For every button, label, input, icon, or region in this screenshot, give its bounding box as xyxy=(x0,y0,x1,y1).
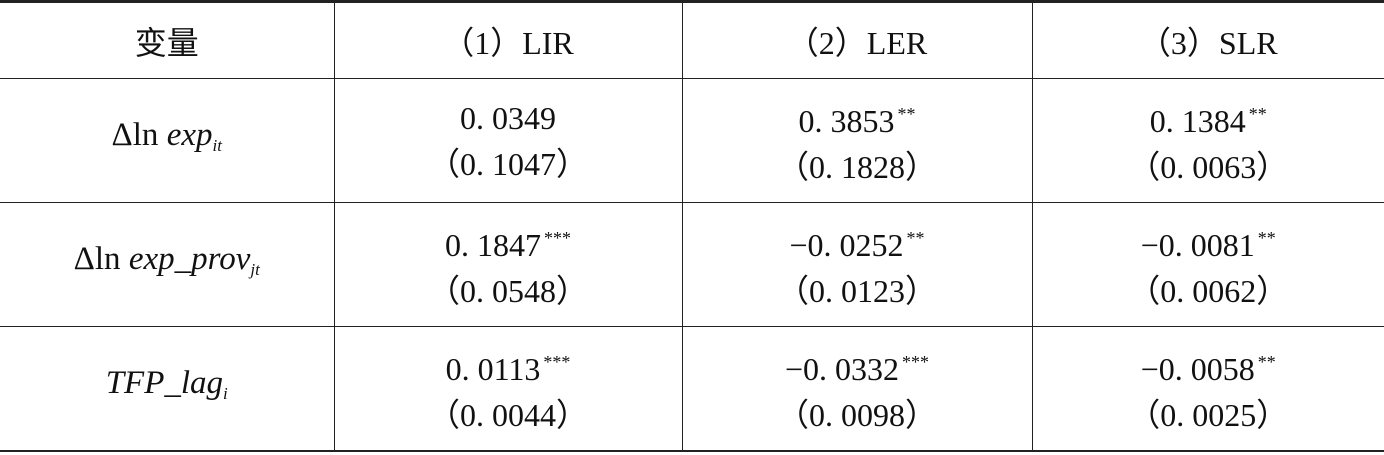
value-cell: −0. 0058 ** （0. 0025） xyxy=(1031,326,1384,451)
coefficient: 0. 0113 xyxy=(445,351,541,387)
standard-error-line: （0. 1047） xyxy=(335,141,682,187)
standard-error-line: （0. 0123） xyxy=(683,268,1032,314)
coefficient: 0. 1847 xyxy=(445,227,541,263)
coefficient-line: −0. 0252 ** xyxy=(683,215,1032,268)
standard-error-line: （0. 1828） xyxy=(683,144,1032,190)
value-cell: −0. 0332 *** （0. 0098） xyxy=(681,326,1032,451)
variable-subscript: it xyxy=(212,136,222,155)
variable-subscript: i xyxy=(223,384,228,403)
coefficient: −0. 0081 xyxy=(1140,227,1255,263)
header-cell: 变量 xyxy=(0,1,334,79)
value-cell: 0. 0349 （0. 1047） xyxy=(333,78,682,203)
standard-error-line: （0. 0062） xyxy=(1033,268,1384,314)
standard-error: （0. 0063） xyxy=(1128,149,1289,185)
coefficient-line: 0. 1847 *** xyxy=(335,215,682,268)
standard-error: （0. 0548） xyxy=(427,273,588,309)
coefficient: −0. 0058 xyxy=(1140,351,1255,387)
variable-name: TFP_lag xyxy=(105,365,224,401)
standard-error-line: （0. 0098） xyxy=(683,392,1032,438)
significance-stars: ** xyxy=(906,228,925,248)
variable-cell: Δln exp_provjt xyxy=(0,202,334,327)
coefficient: 0. 3853 xyxy=(798,103,895,139)
header-cell: （3）SLR xyxy=(1031,1,1384,79)
coefficient-line: 0. 1384 ** xyxy=(1033,91,1384,144)
table-row: Δln exp_provjt 0. 1847 *** （0. 0548） −0. 025… xyxy=(0,202,1384,327)
coefficient-line: 0. 0349 xyxy=(335,95,682,141)
value-cell: 0. 1384 ** （0. 0063） xyxy=(1031,78,1384,203)
variable-name: exp_prov xyxy=(128,241,251,277)
coefficient-line: −0. 0332 *** xyxy=(683,339,1032,392)
header-cell: （2）LER xyxy=(681,1,1032,79)
significance-stars: ** xyxy=(897,104,916,124)
standard-error-line: （0. 0063） xyxy=(1033,144,1384,190)
standard-error-line: （0. 0025） xyxy=(1033,392,1384,438)
standard-error: （0. 0123） xyxy=(776,273,937,309)
table-row: TFP_lagi 0. 0113 *** （0. 0044） −0. 0332 *** （0… xyxy=(0,326,1384,452)
value-cell: −0. 0081 ** （0. 0062） xyxy=(1031,202,1384,327)
value-cell: 0. 0113 *** （0. 0044） xyxy=(333,326,682,451)
coefficient-line: −0. 0058 ** xyxy=(1033,339,1384,392)
standard-error: （0. 0062） xyxy=(1128,273,1289,309)
coefficient: 0. 1384 xyxy=(1149,103,1246,139)
table-body: Δln expit 0. 0349 （0. 1047） 0. 3853 ** （0. 18… xyxy=(0,78,1384,452)
coefficient-line: 0. 3853 ** xyxy=(683,91,1032,144)
standard-error-line: （0. 0548） xyxy=(335,268,682,314)
significance-stars: *** xyxy=(543,352,571,372)
significance-stars: *** xyxy=(902,352,930,372)
value-cell: −0. 0252 ** （0. 0123） xyxy=(681,202,1032,327)
value-cell: 0. 1847 *** （0. 0548） xyxy=(333,202,682,327)
variable-subscript: jt xyxy=(250,260,260,279)
variable-cell: Δln expit xyxy=(0,78,334,203)
significance-stars: ** xyxy=(1257,228,1276,248)
variable-prefix: Δln xyxy=(111,117,167,153)
coefficient: −0. 0332 xyxy=(784,351,900,387)
significance-stars: ** xyxy=(1257,352,1276,372)
standard-error: （0. 1047） xyxy=(427,145,588,182)
significance-stars: ** xyxy=(1248,104,1267,124)
standard-error: （0. 0025） xyxy=(1128,397,1289,433)
standard-error: （0. 1828） xyxy=(776,149,937,185)
standard-error: （0. 0098） xyxy=(776,397,937,433)
standard-error-line: （0. 0044） xyxy=(335,392,682,438)
coefficient-line: −0. 0081 ** xyxy=(1033,215,1384,268)
variable-cell: TFP_lagi xyxy=(0,327,334,452)
coefficient-line: 0. 0113 *** xyxy=(335,339,682,392)
significance-stars: *** xyxy=(544,228,571,248)
header-row: 变量 （1）LIR （2）LER （3）SLR xyxy=(0,1,1384,79)
table-row: Δln expit 0. 0349 （0. 1047） 0. 3853 ** （0. 18… xyxy=(0,78,1384,203)
standard-error: （0. 0044） xyxy=(427,397,588,433)
coefficient: −0. 0252 xyxy=(789,227,904,263)
coefficient: 0. 0349 xyxy=(460,99,556,136)
value-cell: 0. 3853 ** （0. 1828） xyxy=(681,78,1032,203)
variable-prefix: Δln xyxy=(73,241,129,277)
header-cell: （1）LIR xyxy=(333,1,682,79)
variable-name: exp xyxy=(166,117,213,153)
